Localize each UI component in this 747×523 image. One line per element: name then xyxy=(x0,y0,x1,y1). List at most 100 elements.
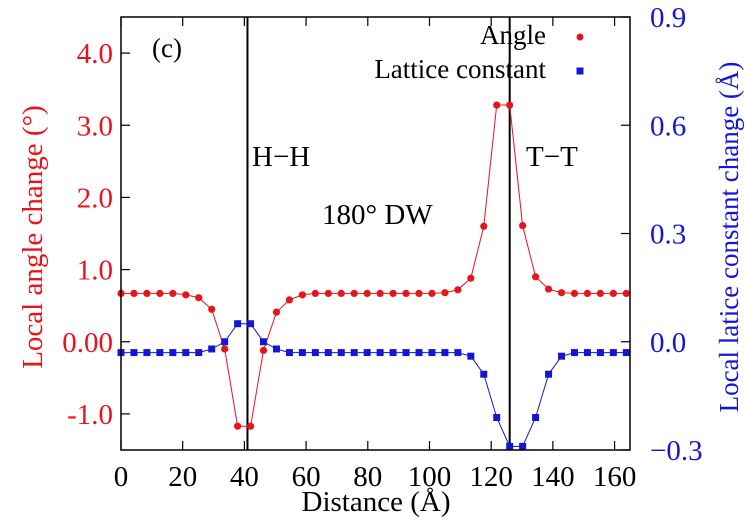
data-point-lattice-constant xyxy=(182,349,190,357)
data-point-angle xyxy=(441,289,449,297)
data-point-lattice-constant xyxy=(285,349,293,357)
annotation-dw: 180° DW xyxy=(322,199,433,231)
data-point-angle xyxy=(557,289,566,297)
data-point-lattice-constant xyxy=(208,345,216,353)
y-right-tick-label: 0.9 xyxy=(650,2,686,34)
data-point-angle xyxy=(156,289,164,297)
x-axis-label: Distance (Å) xyxy=(302,486,451,518)
data-point-lattice-constant xyxy=(363,349,371,357)
data-point-angle xyxy=(285,296,294,304)
data-point-lattice-constant xyxy=(493,414,501,422)
data-point-angle xyxy=(208,305,216,313)
data-point-lattice-constant xyxy=(272,345,280,353)
data-point-angle xyxy=(532,273,540,281)
data-point-angle xyxy=(622,289,630,297)
data-point-lattice-constant xyxy=(519,442,527,450)
y-right-tick-label: 0.0 xyxy=(650,327,686,359)
data-point-angle xyxy=(272,308,281,316)
data-point-lattice-constant xyxy=(441,349,449,357)
y-left-tick-label: 2.0 xyxy=(77,182,113,214)
data-point-lattice-constant xyxy=(350,349,358,357)
data-point-angle xyxy=(506,101,514,109)
data-point-lattice-constant xyxy=(622,349,630,357)
legend-label-lattice: Lattice constant xyxy=(374,54,546,84)
data-point-lattice-constant xyxy=(298,349,306,357)
data-point-angle xyxy=(402,289,410,297)
y-left-tick-label: 0.00 xyxy=(62,327,113,359)
data-point-angle xyxy=(246,422,255,430)
data-point-lattice-constant xyxy=(596,349,604,357)
data-point-angle xyxy=(169,289,177,297)
data-point-angle xyxy=(493,101,501,109)
data-point-lattice-constant xyxy=(467,352,475,360)
annotation-tt: T−T xyxy=(526,141,578,173)
x-tick-label: 0 xyxy=(114,461,129,493)
data-point-angle xyxy=(363,289,371,297)
data-point-lattice-constant xyxy=(234,320,242,328)
data-point-lattice-constant xyxy=(260,338,268,346)
legend-label-angle: Angle xyxy=(480,20,546,50)
data-point-angle xyxy=(259,346,268,355)
data-point-lattice-constant xyxy=(169,349,177,357)
data-point-lattice-constant xyxy=(532,414,540,422)
data-point-angle xyxy=(609,289,617,297)
domain-walls xyxy=(246,17,511,450)
data-point-angle xyxy=(234,422,242,430)
data-point-angle xyxy=(324,289,332,297)
data-point-angle xyxy=(221,345,229,353)
data-point-angle xyxy=(143,289,151,297)
series-layer xyxy=(117,101,630,450)
x-tick-label: 20 xyxy=(168,461,197,493)
y-right-tick-label: 0.3 xyxy=(650,219,686,251)
legend-marker-angle xyxy=(576,33,584,41)
y-left-tick-label: 3.0 xyxy=(77,110,113,142)
data-point-angle xyxy=(130,289,138,297)
y-left-tick-label: 4.0 xyxy=(77,38,113,70)
data-point-angle xyxy=(298,291,306,299)
data-point-angle xyxy=(389,289,397,297)
x-tick-label: 160 xyxy=(593,461,637,493)
data-point-lattice-constant xyxy=(415,349,423,357)
data-point-angle xyxy=(544,285,553,293)
data-point-angle xyxy=(570,289,579,297)
data-point-angle xyxy=(467,274,475,282)
data-point-lattice-constant xyxy=(130,349,138,357)
y-left-tick-label: 1.0 xyxy=(77,255,113,287)
y-axis-label-right: Local latice constant change (Å) xyxy=(714,62,744,413)
x-tick-label: 60 xyxy=(292,461,321,493)
data-point-lattice-constant xyxy=(156,349,164,357)
data-point-lattice-constant xyxy=(454,349,462,357)
data-point-angle xyxy=(350,289,358,297)
data-point-lattice-constant xyxy=(195,349,203,357)
data-point-angle xyxy=(480,222,488,230)
x-tick-label: 140 xyxy=(531,461,575,493)
data-point-lattice-constant xyxy=(545,370,553,378)
data-point-angle xyxy=(311,289,319,297)
data-point-lattice-constant xyxy=(506,442,514,450)
data-point-lattice-constant xyxy=(143,349,151,357)
data-point-lattice-constant xyxy=(376,349,384,357)
panel-label: (c) xyxy=(152,33,182,63)
data-point-lattice-constant xyxy=(609,349,617,357)
legend-marker-lattice xyxy=(576,67,584,75)
data-point-angle xyxy=(428,289,436,297)
data-point-lattice-constant xyxy=(402,349,410,357)
data-point-lattice-constant xyxy=(324,349,332,357)
x-tick-label: 40 xyxy=(230,461,259,493)
data-point-angle xyxy=(519,221,527,230)
y-right-tick-label: 0.6 xyxy=(650,110,686,142)
data-point-lattice-constant xyxy=(337,349,345,357)
legend: Angle Lattice constant xyxy=(374,20,584,84)
data-point-lattice-constant xyxy=(311,349,319,357)
annotation-hh: H−H xyxy=(252,141,310,173)
x-tick-label: 100 xyxy=(408,461,452,493)
y-left-tick-label: -1.0 xyxy=(67,399,113,431)
y-axis-label-left: Local angle change (°) xyxy=(17,105,49,369)
data-point-lattice-constant xyxy=(389,349,397,357)
data-point-lattice-constant xyxy=(480,370,488,378)
data-point-angle xyxy=(415,289,423,297)
data-point-lattice-constant xyxy=(583,349,591,357)
data-point-angle xyxy=(337,289,345,297)
ticks: 0 20 40 60 80 100 120 140 160 4.0 3.0 2.0 1.0 0.00 -1.… xyxy=(62,2,702,493)
